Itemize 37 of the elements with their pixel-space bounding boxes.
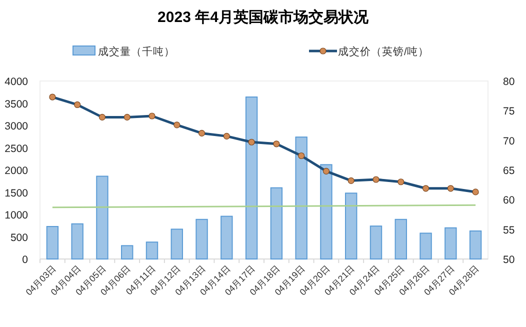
bar [170, 228, 183, 260]
bar [96, 176, 108, 260]
y-tick-label: 3500 [4, 98, 28, 110]
bar [121, 245, 134, 260]
bar [345, 192, 358, 260]
bar [320, 164, 332, 260]
y-tick-label: 1000 [4, 210, 28, 222]
bar [295, 136, 308, 260]
y-tick-label: 500 [10, 232, 28, 244]
y2-tick-label: 75 [503, 106, 515, 118]
bar [270, 187, 283, 260]
y2-tick-label: 55 [503, 224, 515, 236]
y2-tick-label: 70 [503, 135, 515, 148]
bar [444, 227, 457, 260]
y-tick-label: 0 [22, 254, 28, 266]
bar [420, 232, 432, 260]
bar [196, 218, 208, 260]
bar [245, 96, 258, 260]
y2-tick-label: 50 [503, 254, 515, 266]
y2-tick-label: 80 [503, 76, 515, 88]
legend-label: 成交价（英镑/吨） [338, 45, 429, 58]
y2-tick-label: 60 [503, 194, 515, 207]
bar [146, 242, 158, 260]
y-tick-label: 2000 [4, 165, 28, 177]
bar [220, 216, 233, 260]
y-tick-label: 2500 [4, 142, 28, 155]
bar [469, 230, 482, 260]
chart-title: 2023 年4月英国碳市场交易状况 [158, 8, 370, 26]
y-tick-label: 3000 [4, 120, 28, 132]
bar [394, 218, 407, 260]
bar [46, 226, 59, 260]
bar [71, 223, 84, 260]
bar [370, 226, 382, 260]
y2-tick-label: 65 [503, 165, 515, 177]
y-tick-label: 1500 [4, 187, 28, 200]
y-tick-label: 4000 [4, 76, 28, 88]
legend-label: 成交量（千吨） [98, 45, 175, 58]
